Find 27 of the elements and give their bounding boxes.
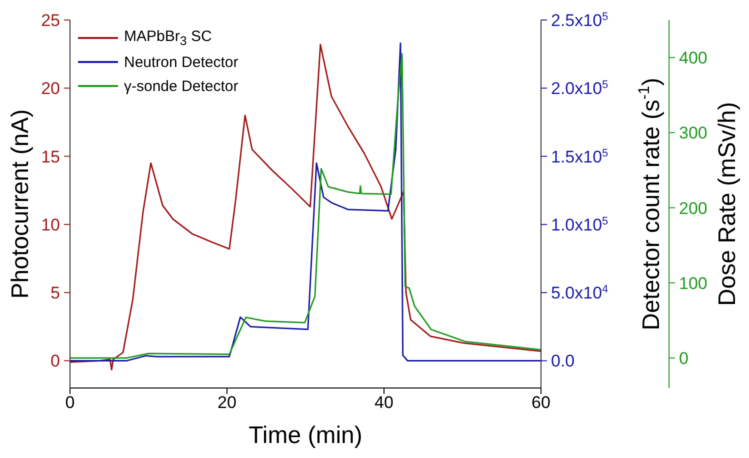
y3-tick-label: 400 (679, 48, 708, 68)
y2-tick-label: 2.0x10$^{5}$ (551, 79, 608, 98)
x-tick-label: 60 (532, 393, 550, 412)
legend-label: MAPbBr$_{3}$ SC (124, 28, 212, 48)
y3-tick-label: 0 (679, 348, 688, 368)
y3-axis-title: Dose Rate (mSv/h) (714, 102, 742, 306)
y-tick-label: 5 (50, 284, 60, 303)
x-tick-label: 0 (65, 393, 75, 412)
legend-label: Neutron Detector (124, 54, 238, 70)
y2-tick-label: 1.0x10$^{5}$ (551, 215, 608, 234)
y2-tick-label: 2.5x10$^{5}$ (551, 11, 608, 30)
y2-tick-label: 5.0x10$^{4}$ (551, 284, 608, 303)
y3-tick-label: 300 (679, 124, 708, 143)
y2-tick-label: 1.5x10$^{5}$ (551, 147, 608, 166)
y3-tick-label: 200 (679, 198, 708, 218)
y2-tick-label: 0.0 (551, 352, 575, 371)
y3-tick-label: 100 (679, 274, 708, 293)
legend-label: γ-sonde Detector (124, 78, 238, 94)
y-tick-label: 15 (41, 147, 60, 166)
y-tick-label: 20 (41, 79, 60, 98)
y-tick-label: 10 (41, 215, 60, 234)
y-tick-label: 0 (50, 352, 60, 371)
x-tick-label: 40 (374, 393, 394, 412)
x-tick-label: 20 (218, 393, 236, 412)
x-axis-title: Time (min) (248, 422, 362, 449)
y-tick-label: 25 (41, 11, 60, 30)
y-axis-title: Photocurrent (nA) (7, 109, 34, 299)
